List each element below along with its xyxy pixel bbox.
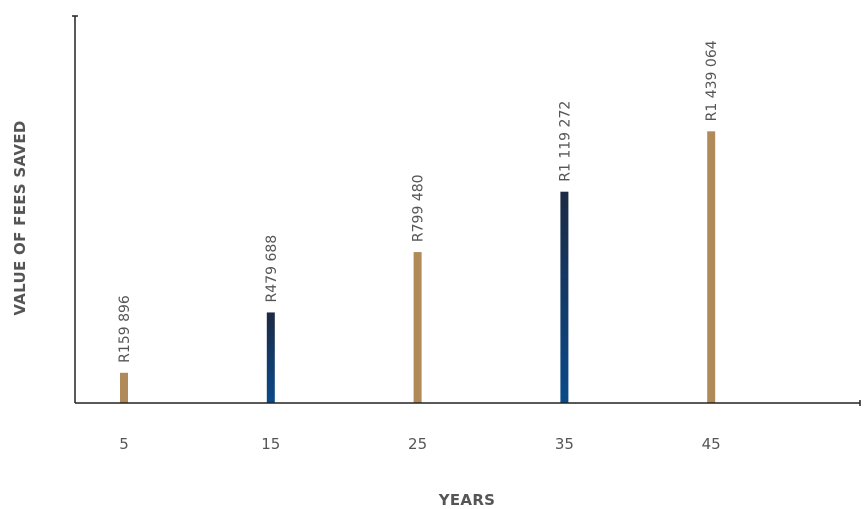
data-label-5: R159 896 [117, 295, 133, 363]
data-label-35: R1 119 272 [557, 101, 573, 182]
x-tick-label-45: 45 [702, 435, 721, 453]
bar-45 [707, 131, 716, 403]
data-label-15: R479 688 [264, 235, 280, 303]
x-tick-label-25: 25 [408, 435, 427, 453]
x-tick-label-15: 15 [261, 435, 280, 453]
y-axis-title: VALUE OF FEES SAVED [11, 120, 29, 315]
x-tick-labels-group: 5 15 25 35 45 [119, 435, 721, 453]
bar-15 [266, 312, 275, 403]
bar-5 [120, 372, 128, 403]
data-label-25: R799 480 [411, 174, 427, 242]
bar-25 [413, 252, 422, 403]
data-label-45: R1 439 064 [704, 40, 720, 121]
bars-group [120, 131, 716, 403]
x-tick-label-5: 5 [119, 435, 129, 453]
x-axis-title: YEARS [438, 491, 496, 509]
bar-35 [560, 191, 569, 403]
x-tick-label-35: 35 [555, 435, 574, 453]
data-labels-group: R159 896 R479 688 R799 480 R1 119 272 R1 439… [117, 40, 720, 363]
